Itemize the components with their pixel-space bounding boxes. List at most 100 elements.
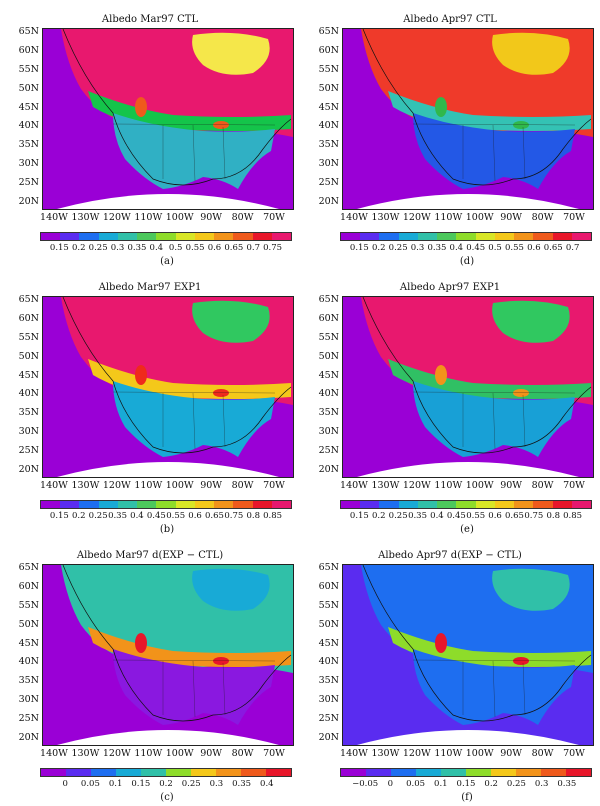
lon-label: 100W bbox=[165, 212, 194, 223]
hotspot-rockies bbox=[135, 97, 147, 117]
lat-label: 25N bbox=[18, 713, 39, 725]
albedo-field bbox=[343, 29, 593, 209]
map-area bbox=[42, 296, 294, 478]
colorbar-tick: 0.65 bbox=[543, 243, 563, 253]
colorbar-swatch bbox=[79, 233, 99, 240]
colorbar-swatch bbox=[491, 769, 516, 776]
colorbar-tick: 0.15 bbox=[49, 511, 69, 521]
lat-label: 40N bbox=[18, 388, 39, 400]
colorbar-tick: 0.25 bbox=[88, 511, 108, 521]
colorbar-swatch bbox=[571, 233, 592, 240]
colorbar-swatch bbox=[437, 233, 457, 240]
colorbar-tick: 0.85 bbox=[563, 511, 583, 521]
colorbar-swatch bbox=[271, 501, 292, 508]
lat-label: 65N bbox=[318, 294, 339, 305]
panel-title: Albedo Apr97 d(EXP − CTL) bbox=[378, 550, 522, 561]
colorbar-tick: 0.2 bbox=[159, 779, 173, 789]
lon-label: 130W bbox=[371, 748, 400, 759]
arctic-field bbox=[492, 568, 570, 611]
colorbar-tick: 0.6 bbox=[527, 243, 541, 253]
colorbar-tick: 0.25 bbox=[181, 779, 201, 789]
panel-label: (b) bbox=[159, 524, 175, 535]
lat-label: 50N bbox=[318, 618, 339, 630]
colorbar-tick: 0.5 bbox=[168, 243, 183, 253]
colorbar-tick: 0.35 bbox=[108, 511, 127, 521]
colorbar-swatch bbox=[252, 501, 272, 508]
hotspot-rockies bbox=[435, 97, 447, 117]
colorbar-swatch bbox=[233, 233, 253, 240]
colorbar-swatch bbox=[137, 501, 157, 508]
lon-label: 90W bbox=[200, 212, 223, 223]
colorbar-swatch bbox=[391, 769, 416, 776]
lon-label: 120W bbox=[402, 748, 431, 759]
colorbar-swatch bbox=[156, 233, 176, 240]
colorbar-swatch bbox=[379, 233, 399, 240]
lat-label: 65N bbox=[18, 26, 39, 37]
lat-label: 65N bbox=[18, 562, 39, 573]
lon-label: 80W bbox=[531, 748, 554, 759]
colorbar-tick: 0.8 bbox=[546, 511, 560, 521]
panel-label: (e) bbox=[460, 524, 474, 535]
lat-label: 30N bbox=[318, 426, 339, 438]
colorbar-swatch bbox=[233, 501, 253, 508]
colorbar-swatch bbox=[437, 501, 457, 508]
colorbar-tick: 0.3 bbox=[110, 243, 125, 253]
panel-c: Albedo Mar97 d(EXP − CTL) 65N 60N 55N 50N 45N… bbox=[0, 536, 300, 804]
colorbar-swatch bbox=[194, 501, 215, 508]
lon-label: 140W bbox=[40, 748, 68, 759]
colorbar-swatch bbox=[60, 501, 80, 508]
colorbar-tick: 0.4 bbox=[149, 243, 164, 253]
panel-f: Albedo Apr97 d(EXP − CTL) 65N 60N 55N 50N 45N… bbox=[300, 536, 600, 804]
lat-label: 60N bbox=[318, 580, 339, 592]
colorbar-tick: 0.7 bbox=[565, 243, 580, 253]
colorbar-tick: 0.6 bbox=[207, 243, 222, 253]
colorbar-tick: 0.25 bbox=[388, 243, 408, 253]
colorbar-swatch bbox=[41, 769, 66, 776]
colorbar bbox=[40, 232, 292, 241]
colorbar-swatch bbox=[566, 769, 591, 776]
lon-label: 80W bbox=[231, 748, 254, 759]
lon-label: 120W bbox=[102, 748, 131, 759]
lon-label: 120W bbox=[102, 212, 131, 223]
coastline bbox=[362, 29, 592, 186]
lon-label: 100W bbox=[465, 480, 494, 491]
panel-label: (a) bbox=[160, 256, 174, 267]
colorbar-swatch bbox=[98, 501, 118, 508]
colorbar-tick: 0.4 bbox=[449, 243, 464, 253]
colorbar-tick: 0.15 bbox=[456, 779, 476, 789]
arctic-field bbox=[192, 568, 270, 611]
colorbar-swatch bbox=[191, 769, 216, 776]
colorbar-tick: 0.1 bbox=[434, 779, 448, 789]
colorbar-swatch bbox=[360, 233, 380, 240]
hotspot-rockies bbox=[435, 365, 447, 385]
panel-d: Albedo Apr97 CTL 65N 60N 55N 50N 45N 40N 35N 30N… bbox=[300, 0, 600, 268]
colorbar-tick: 0.35 bbox=[408, 511, 427, 521]
colorbar-tick: 0.25 bbox=[88, 243, 108, 253]
state-borders bbox=[412, 391, 576, 450]
lat-label: 50N bbox=[318, 350, 339, 362]
lat-label: 35N bbox=[318, 407, 339, 419]
lon-label: 140W bbox=[40, 480, 68, 491]
colorbar-tick: 0.15 bbox=[349, 243, 369, 253]
arctic-field bbox=[192, 32, 270, 75]
colorbar-swatch bbox=[456, 233, 476, 240]
colorbar-tick: 0.35 bbox=[557, 779, 577, 789]
lat-label: 25N bbox=[318, 177, 339, 189]
colorbar-swatch bbox=[417, 501, 438, 508]
arctic-field bbox=[192, 300, 270, 343]
colorbar-swatch bbox=[141, 769, 166, 776]
colorbar bbox=[40, 500, 292, 509]
colorbar-swatch bbox=[252, 233, 272, 240]
colorbar-tick: −0.05 bbox=[352, 779, 379, 789]
colorbar-tick: 0.75 bbox=[224, 511, 244, 521]
colorbar-swatch bbox=[514, 233, 534, 240]
lat-label: 55N bbox=[318, 63, 339, 75]
lon-label: 100W bbox=[465, 212, 494, 223]
lat-label: 20N bbox=[18, 732, 39, 743]
state-borders bbox=[112, 391, 276, 450]
colorbar-tick: 0.6 bbox=[188, 511, 202, 521]
lon-label: 120W bbox=[102, 480, 131, 491]
lat-label: 50N bbox=[318, 82, 339, 94]
colorbar-swatch bbox=[116, 769, 141, 776]
colorbar bbox=[340, 500, 592, 509]
